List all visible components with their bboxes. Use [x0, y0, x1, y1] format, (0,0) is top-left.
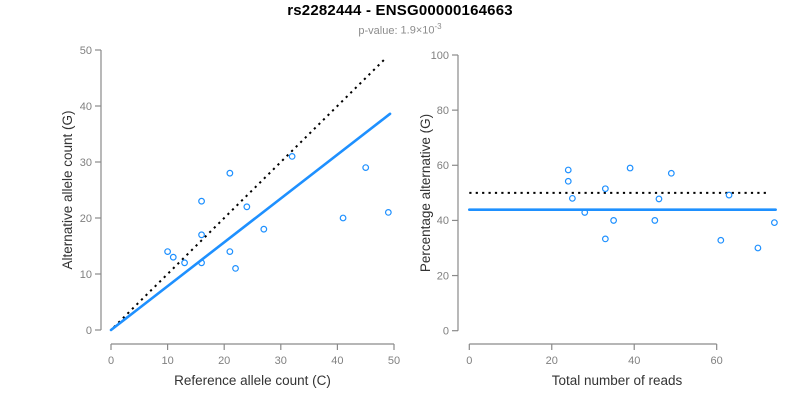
pvalue-label: p-value:	[358, 24, 398, 37]
data-point	[362, 164, 370, 172]
data-point	[288, 152, 296, 160]
y-tick-label: 20	[437, 270, 449, 282]
x-tick-label: 50	[388, 355, 400, 367]
data-point	[198, 197, 205, 205]
data-point	[384, 208, 392, 216]
data-point	[655, 195, 663, 203]
pvalue-exponent: -3	[434, 22, 442, 31]
x-axis-title: Reference allele count (C)	[174, 373, 331, 388]
data-point	[717, 236, 725, 244]
data-point	[667, 169, 675, 177]
left-scatter-plot: 0 10 20 30 40 50 0 10 20 30 40 50 Reference allele c…	[60, 45, 400, 388]
data-point	[181, 259, 188, 267]
figure-title: rs2282444 - ENSG00000164663	[287, 2, 513, 19]
y-tick-label: 60	[437, 160, 449, 172]
data-point	[164, 248, 172, 256]
x-tick-label: 40	[331, 355, 343, 367]
data-point	[601, 235, 609, 243]
x-axis-title: Total number of reads	[552, 373, 683, 388]
y-tick-label: 50	[80, 45, 92, 57]
pvalue-value: 1.9×10	[400, 24, 435, 37]
y-tick-label: 0	[86, 325, 92, 337]
x-tick-label: 20	[546, 355, 558, 367]
data-point	[564, 177, 572, 185]
data-point	[198, 259, 205, 267]
x-tick-label: 0	[108, 355, 114, 367]
y-axis-title: Alternative allele count (G)	[60, 110, 75, 269]
x-tick-label: 30	[275, 355, 287, 367]
data-point	[232, 265, 239, 272]
y-axis-title: Percentage alternative (G)	[418, 114, 433, 272]
data-point	[169, 253, 177, 261]
data-point	[651, 217, 659, 224]
data-point	[568, 194, 576, 202]
data-point	[243, 203, 251, 211]
y-tick-label: 40	[80, 101, 92, 113]
data-point	[610, 217, 618, 224]
data-point	[339, 214, 347, 222]
x-tick-label: 20	[218, 355, 230, 367]
figure-header: rs2282444 - ENSG00000164663 p-value: 1.9×…	[0, 2, 800, 37]
y-tick-label: 30	[80, 157, 92, 169]
data-point	[226, 169, 234, 177]
y-tick-label: 10	[80, 269, 92, 281]
data-point	[601, 185, 609, 193]
y-tick-label: 40	[437, 215, 449, 227]
x-tick-label: 10	[161, 355, 173, 367]
pvalue-subtitle: p-value: 1.9×10-3	[0, 21, 800, 37]
identity-line	[113, 57, 387, 328]
y-tick-label: 100	[431, 50, 449, 62]
data-point	[771, 219, 778, 227]
data-point	[754, 244, 762, 252]
y-tick-label: 0	[443, 326, 449, 338]
data-point	[626, 164, 634, 172]
y-tick-label: 80	[437, 105, 449, 117]
right-scatter-plot: 0 20 40 60 80 100 0 20 40 60 Total number of reads…	[418, 50, 778, 388]
data-point	[725, 191, 733, 199]
x-tick-label: 40	[628, 355, 640, 367]
data-point	[226, 248, 234, 256]
x-tick-label: 0	[466, 355, 472, 367]
regression-line	[109, 112, 392, 332]
data-point	[581, 209, 589, 216]
data-point	[260, 225, 268, 233]
data-point	[564, 166, 572, 174]
y-tick-label: 20	[80, 213, 92, 225]
x-tick-label: 60	[711, 355, 723, 367]
data-point	[198, 231, 205, 239]
